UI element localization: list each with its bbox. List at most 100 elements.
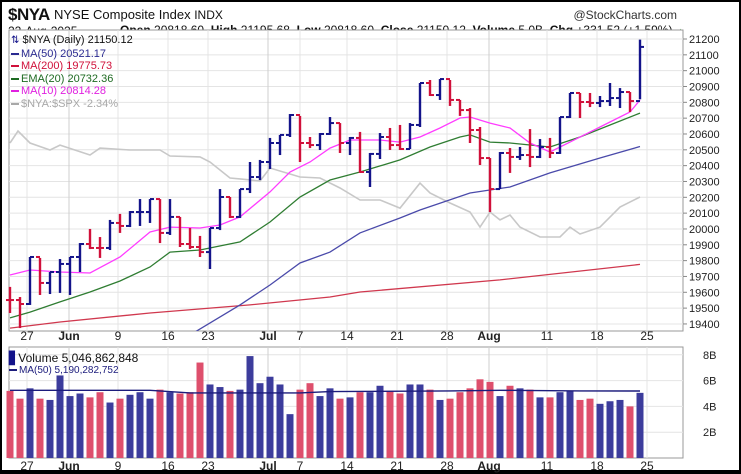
volume-bar	[516, 388, 524, 458]
volume-bar	[506, 385, 514, 458]
price-tick-label: 19900	[689, 240, 720, 252]
date-tick-label: 23	[201, 329, 215, 343]
volume-bar	[586, 398, 594, 458]
security-name-text: NYSE Composite Index	[54, 7, 191, 22]
volume-bar	[216, 387, 224, 458]
volume-bar	[526, 389, 534, 458]
date-tick-label: 25	[640, 459, 654, 473]
ma50-swatch	[11, 52, 19, 55]
date-tick-label: 11	[541, 459, 554, 473]
date-tick-label: 7	[297, 329, 304, 343]
volume-bar	[576, 399, 584, 458]
volume-bar	[76, 393, 84, 458]
legend-volume: ▋Volume 5,046,862,848	[9, 352, 138, 365]
date-tick-label: 7	[297, 459, 304, 473]
volume-bar	[176, 393, 184, 458]
volume-tick-label: 6B	[703, 376, 716, 388]
date-tick-label: 14	[340, 329, 354, 343]
volume-bar	[46, 399, 54, 458]
volume-bar	[596, 403, 604, 458]
volume-bar	[396, 393, 404, 458]
volume-bar	[266, 376, 274, 458]
date-tick-label: Jul	[259, 329, 276, 343]
ema20-line	[9, 112, 641, 319]
volume-tick-label: 2B	[703, 427, 716, 439]
legend-ma50: MA(50) 20521.17	[11, 48, 133, 61]
date-tick-label: 23	[201, 459, 215, 473]
volume-bar	[496, 396, 504, 458]
volume-bar	[276, 384, 284, 458]
date-tick-label: 9	[115, 329, 122, 343]
legend-rel: $NYA:$SPX -2.34%	[11, 98, 133, 111]
volume-bar	[136, 392, 144, 458]
date-tick-label: 28	[440, 329, 454, 343]
price-tick-label: 21000	[689, 66, 720, 78]
date-tick-label: 14	[340, 459, 354, 473]
volume-bar	[296, 389, 304, 458]
volume-bar	[326, 388, 334, 458]
legend-rel-text: $NYA:$SPX -2.34%	[21, 97, 119, 110]
volume-bar	[566, 390, 574, 458]
date-tick-label: Aug	[477, 459, 500, 473]
date-tick-label: 27	[20, 329, 34, 343]
price-tick-label: 20400	[689, 161, 720, 173]
price-tick-label: 20800	[689, 97, 720, 109]
volume-bar	[456, 392, 464, 458]
legend-ema20: EMA(20) 20732.36	[11, 73, 133, 86]
volume-bar	[236, 389, 244, 458]
legend-volume-text: Volume 5,046,862,848	[18, 351, 139, 365]
volume-bar	[336, 398, 344, 458]
price-tick-label: 20700	[689, 113, 720, 125]
price-tick-label: 19400	[689, 319, 720, 331]
volume-bar	[26, 388, 34, 458]
price-tick-label: 20000	[689, 224, 720, 236]
volume-bar	[426, 389, 434, 458]
date-tick-label: 18	[590, 329, 604, 343]
volume-bar	[196, 362, 204, 458]
price-tick-label: 19600	[689, 287, 720, 299]
brand-watermark: @StockCharts.com	[573, 8, 677, 22]
volume-bar	[256, 383, 264, 458]
volume-bar	[546, 397, 554, 458]
volume-bar	[476, 379, 484, 458]
legend-ema20-text: EMA(20) 20732.36	[21, 72, 114, 85]
volume-bar	[436, 399, 444, 458]
date-tick-label: 11	[541, 329, 554, 343]
volume-bar	[486, 381, 494, 458]
legend-vol-ma50: MA(50) 5,190,282,752	[9, 365, 138, 378]
volume-bar	[36, 398, 44, 458]
date-tick-label: 27	[20, 459, 34, 473]
volume-bar	[66, 396, 74, 458]
volume-bar	[616, 399, 624, 458]
volume-bar	[626, 406, 634, 458]
price-tick-label: 20100	[689, 208, 720, 220]
volume-bar	[376, 385, 384, 458]
price-bars-icon: ⇅	[11, 35, 20, 46]
volume-bar	[366, 392, 374, 458]
date-tick-label: 28	[440, 459, 454, 473]
volume-bar	[106, 402, 114, 458]
ma50-line	[195, 145, 641, 331]
volume-bar	[146, 398, 154, 458]
volume-bar	[446, 398, 454, 458]
legend-ma50-text: MA(50) 20521.17	[21, 47, 106, 60]
ema20-swatch	[11, 77, 19, 80]
security-name: NYSE Composite Index INDX	[54, 7, 223, 22]
exchange: INDX	[194, 8, 223, 22]
price-legend: ⇅ $NYA (Daily) 21150.12 MA(50) 20521.17 …	[11, 34, 133, 111]
price-tick-label: 20600	[689, 129, 720, 141]
date-tick-label: 9	[115, 459, 122, 473]
volume-bar	[86, 397, 94, 458]
price-tick-label: 20300	[689, 176, 720, 188]
volume-bar	[186, 392, 194, 458]
price-tick-label: 20200	[689, 192, 720, 204]
ma10-swatch	[11, 90, 19, 93]
price-tick-label: 21200	[689, 34, 720, 46]
date-tick-label: Aug	[477, 329, 500, 343]
volume-bar	[386, 390, 394, 458]
price-tick-label: 20900	[689, 81, 720, 93]
volume-bar	[286, 414, 294, 458]
volume-bar	[206, 384, 214, 458]
volume-bar	[316, 396, 324, 458]
